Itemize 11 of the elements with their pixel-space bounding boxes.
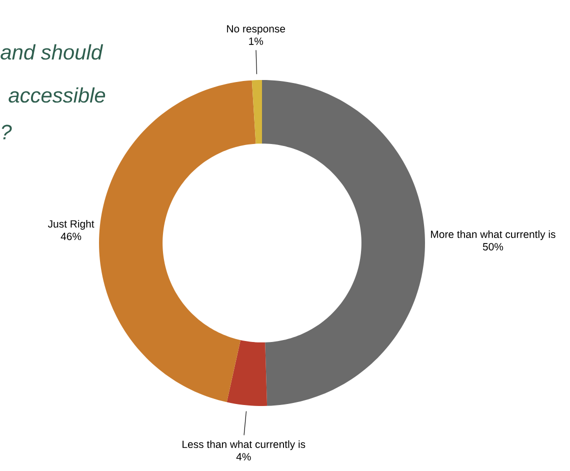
text: accessible	[8, 87, 106, 103]
slice-label: No response	[227, 25, 286, 35]
slice-label: Just Right	[48, 220, 94, 230]
slice-label: Less than what currently is	[182, 440, 306, 450]
data-label: 46%	[60, 232, 82, 240]
data-label: 1%	[249, 38, 264, 45]
text: ?	[2, 124, 12, 140]
slice-label: More than what currently is	[431, 230, 556, 240]
data-label: 4%	[236, 453, 251, 460]
text: and should	[0, 44, 104, 60]
data-label: 50%	[482, 243, 504, 250]
